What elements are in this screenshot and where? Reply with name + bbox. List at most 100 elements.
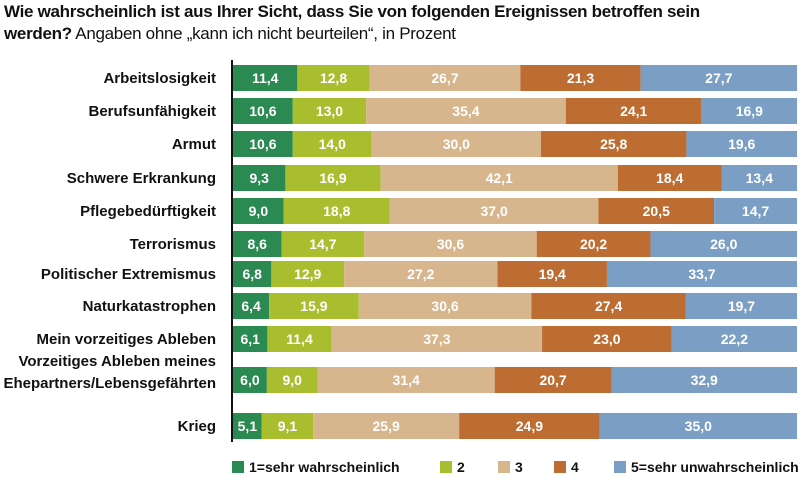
bar-segment-8-1 bbox=[233, 293, 270, 319]
legend-swatch-2 bbox=[440, 461, 452, 473]
data-label-2-4: 24,1 bbox=[620, 103, 647, 119]
bar-segment-6-4 bbox=[536, 231, 651, 257]
bar-segment-9-1 bbox=[233, 326, 268, 352]
bar-segment-6-1 bbox=[233, 231, 282, 257]
legend-swatch-1 bbox=[232, 461, 244, 473]
data-label-1-1: 11,4 bbox=[252, 70, 279, 86]
data-label-11-3: 25,9 bbox=[373, 418, 400, 434]
data-label-6-1: 8,6 bbox=[247, 236, 267, 252]
data-label-11-2: 9,1 bbox=[278, 418, 298, 434]
data-label-9-4: 23,0 bbox=[593, 331, 620, 347]
data-label-8-1: 6,4 bbox=[241, 298, 261, 314]
legend-swatch-3 bbox=[498, 461, 510, 473]
bar-segment-4-1 bbox=[233, 165, 286, 191]
data-label-8-2: 15,9 bbox=[300, 298, 327, 314]
data-label-11-5: 35,0 bbox=[685, 418, 712, 434]
data-label-5-2: 18,8 bbox=[323, 203, 350, 219]
category-label-7: Politischer Extremismus bbox=[41, 266, 216, 283]
data-label-7-1: 6,8 bbox=[242, 266, 262, 282]
bar-segment-5-5 bbox=[714, 198, 797, 224]
data-label-9-3: 37,3 bbox=[423, 331, 450, 347]
bar-segment-10-3 bbox=[317, 367, 495, 393]
data-label-10-4: 20,7 bbox=[539, 372, 566, 388]
bar-segment-6-2 bbox=[281, 231, 365, 257]
bar-segment-7-3 bbox=[344, 261, 498, 287]
bar-segment-2-2 bbox=[292, 98, 367, 124]
data-label-10-3: 31,4 bbox=[393, 372, 420, 388]
data-label-9-5: 22,2 bbox=[721, 331, 748, 347]
bar-segment-9-5 bbox=[671, 326, 797, 352]
data-label-1-5: 27,7 bbox=[705, 70, 732, 86]
bar-segment-9-2 bbox=[267, 326, 332, 352]
data-label-7-2: 12,9 bbox=[294, 266, 321, 282]
data-label-7-3: 27,2 bbox=[407, 266, 434, 282]
bar-segment-1-1 bbox=[233, 65, 298, 91]
data-label-3-2: 14,0 bbox=[319, 136, 346, 152]
data-label-4-2: 16,9 bbox=[319, 170, 346, 186]
data-label-2-2: 13,0 bbox=[316, 103, 343, 119]
data-label-1-2: 12,8 bbox=[320, 70, 347, 86]
data-label-5-4: 20,5 bbox=[643, 203, 670, 219]
data-label-2-3: 35,4 bbox=[452, 103, 479, 119]
bar-segment-6-5 bbox=[650, 231, 797, 257]
data-label-5-1: 9,0 bbox=[249, 203, 269, 219]
category-label-4: Schwere Erkrankung bbox=[67, 170, 216, 187]
bar-segment-8-4 bbox=[531, 293, 686, 319]
bar-segment-1-5 bbox=[640, 65, 797, 91]
data-label-8-4: 27,4 bbox=[595, 298, 622, 314]
legend-swatch-5 bbox=[614, 461, 626, 473]
bar-segment-10-5 bbox=[611, 367, 797, 393]
legend-item-5: 5=sehr unwahrscheinlich bbox=[614, 458, 799, 476]
bar-segment-11-1 bbox=[233, 413, 262, 439]
data-label-6-2: 14,7 bbox=[309, 236, 336, 252]
category-label-10: Vorzeitiges Ableben meines Ehepartners/Le… bbox=[3, 353, 216, 392]
data-label-3-4: 25,8 bbox=[600, 136, 627, 152]
bar-segment-3-2 bbox=[292, 131, 372, 157]
chart-title-line1: Wie wahrscheinlich ist aus Ihrer Sicht, … bbox=[4, 2, 700, 21]
legend-label-4: 4 bbox=[571, 459, 579, 475]
data-label-10-1: 6,0 bbox=[240, 372, 260, 388]
bar-segment-11-3 bbox=[313, 413, 460, 439]
legend-label-5: 5=sehr unwahrscheinlich bbox=[631, 459, 799, 475]
category-label-8: Naturkatastrophen bbox=[83, 298, 216, 315]
bar-segment-11-4 bbox=[459, 413, 600, 439]
bar-segment-11-2 bbox=[261, 413, 314, 439]
bar-segment-3-1 bbox=[233, 131, 293, 157]
category-label-6: Terrorismus bbox=[130, 236, 216, 253]
data-label-6-5: 26,0 bbox=[710, 236, 737, 252]
data-label-11-4: 24,9 bbox=[516, 418, 543, 434]
data-label-4-1: 9,3 bbox=[249, 170, 269, 186]
bar-segment-3-5 bbox=[686, 131, 797, 157]
category-label-9: Mein vorzeitiges Ableben bbox=[37, 331, 216, 348]
bar-segment-2-3 bbox=[366, 98, 566, 124]
chart-title: Wie wahrscheinlich ist aus Ihrer Sicht, … bbox=[4, 1, 796, 45]
legend-swatch-4 bbox=[554, 461, 566, 473]
legend-label-3: 3 bbox=[515, 459, 523, 475]
bar-segment-10-1 bbox=[233, 367, 267, 393]
bar-segment-1-4 bbox=[520, 65, 641, 91]
data-label-9-1: 6,1 bbox=[240, 331, 260, 347]
bar-segment-9-4 bbox=[542, 326, 672, 352]
legend-item-4: 4 bbox=[554, 458, 579, 476]
category-label-5: Pflegebedürftigkeit bbox=[80, 203, 216, 220]
data-label-3-1: 10,6 bbox=[249, 136, 276, 152]
chart-title-line2-rest: Angaben ohne „kann ich nicht beurteilen“… bbox=[71, 24, 456, 43]
data-label-6-3: 30,6 bbox=[437, 236, 464, 252]
category-label-3: Armut bbox=[172, 136, 216, 153]
bar-segment-3-4 bbox=[540, 131, 687, 157]
bar-segment-5-4 bbox=[598, 198, 715, 224]
category-label-2: Berufsunfähigkeit bbox=[88, 103, 216, 120]
data-label-10-2: 9,0 bbox=[282, 372, 302, 388]
bar-segment-7-1 bbox=[233, 261, 272, 287]
data-label-7-4: 19,4 bbox=[539, 266, 566, 282]
legend-item-3: 3 bbox=[498, 458, 523, 476]
bar-segment-4-3 bbox=[380, 165, 618, 191]
bar-segment-8-2 bbox=[269, 293, 359, 319]
bar-segment-10-2 bbox=[266, 367, 318, 393]
data-label-2-1: 10,6 bbox=[249, 103, 276, 119]
data-label-3-5: 19,6 bbox=[728, 136, 755, 152]
bar-segment-5-1 bbox=[233, 198, 284, 224]
bar-segment-4-5 bbox=[721, 165, 797, 191]
category-label-11: Krieg bbox=[178, 418, 216, 435]
